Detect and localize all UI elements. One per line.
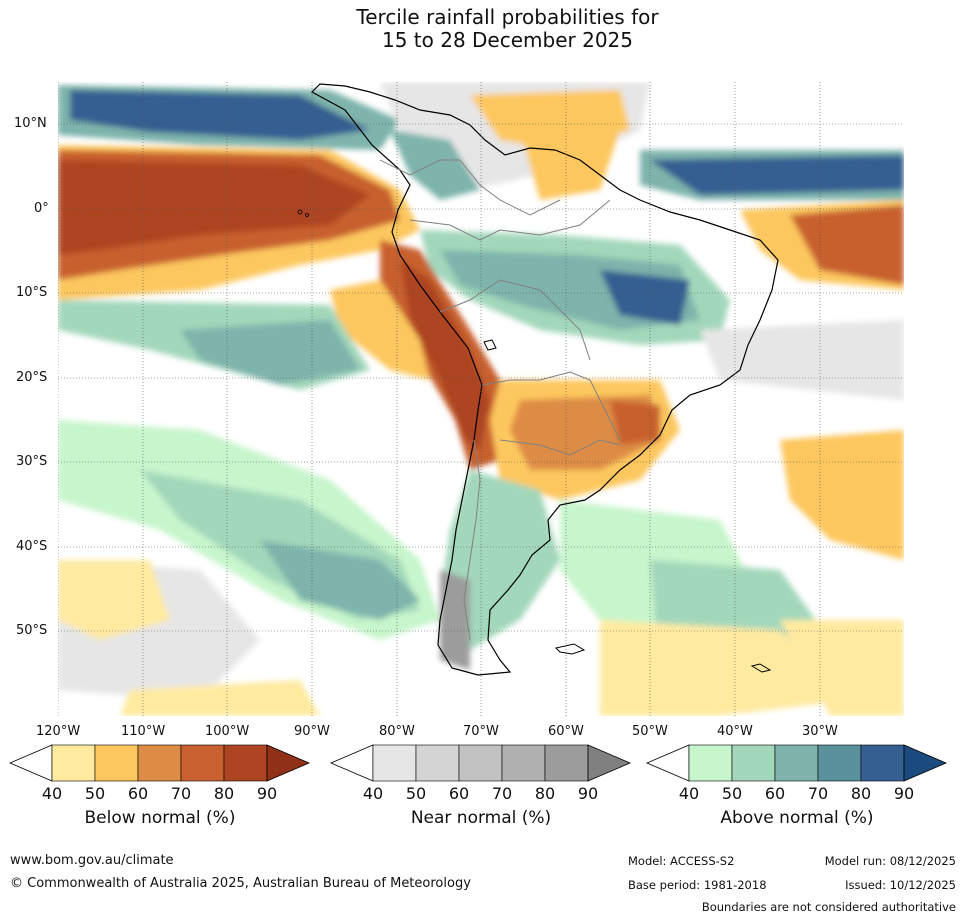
map-title: Tercile rainfall probabilities for 15 to… — [0, 6, 965, 52]
colorbar-above-segment — [774, 744, 819, 782]
colorbar-above-tick: 70 — [808, 784, 828, 803]
colorbar-above-segment — [860, 744, 905, 782]
colorbar-below-tick: 70 — [171, 784, 191, 803]
probability-field — [58, 82, 904, 716]
colorbar-title-above: Above normal (%) — [720, 808, 874, 828]
lon-label-60w: 60°W — [548, 724, 584, 739]
title-line-2: 15 to 28 December 2025 — [381, 28, 633, 52]
colorbar-near-segment — [501, 744, 546, 782]
colorbar-near-tick: 70 — [492, 784, 512, 803]
title-line-1: Tercile rainfall probabilities for — [356, 5, 659, 29]
colorbar-below-segment — [137, 744, 182, 782]
colorbar-above-tick: 60 — [765, 784, 785, 803]
lat-label-10s: 10°S — [16, 285, 48, 300]
footer-disclaimer: Boundaries are not considered authoritat… — [701, 900, 956, 914]
lat-label-0: 0° — [34, 201, 49, 216]
colorbar-near-tick: 80 — [535, 784, 555, 803]
colorbar-below-segment — [94, 744, 139, 782]
lat-label-40s: 40°S — [16, 539, 48, 554]
colorbar-below-tick: 60 — [128, 784, 148, 803]
colorbar-near-tick: 40 — [363, 784, 383, 803]
colorbar-near-segment — [458, 744, 503, 782]
lat-label-10n: 10°N — [14, 116, 47, 131]
colorbar-above-tick: 90 — [894, 784, 914, 803]
colorbar-above-tick: 80 — [851, 784, 871, 803]
colorbar-near-over — [587, 744, 632, 782]
lat-label-50s: 50°S — [16, 623, 48, 638]
colorbar-below-segment — [51, 744, 96, 782]
colorbar-below-tick: 90 — [257, 784, 277, 803]
colorbar-title-near: Near normal (%) — [410, 808, 552, 828]
footer-model-run: Model run: 08/12/2025 — [824, 854, 956, 868]
lon-label-100w: 100°W — [205, 724, 250, 739]
map-gridlines — [58, 82, 904, 716]
colorbar-above-under — [645, 744, 690, 782]
colorbar-near-tick: 50 — [406, 784, 426, 803]
lon-label-90w: 90°W — [294, 724, 330, 739]
colorbar-below-tick: 80 — [214, 784, 234, 803]
colorbar-below-segment — [180, 744, 225, 782]
colorbar-above-segment — [817, 744, 862, 782]
lon-label-110w: 110°W — [121, 724, 166, 739]
colorbar-above-tick: 50 — [722, 784, 742, 803]
colorbar-above-segment — [688, 744, 733, 782]
colorbar-near-under — [329, 744, 374, 782]
colorbar-above-tick: 40 — [679, 784, 699, 803]
colorbar-legends: 40 50 60 70 80 90 40 50 60 70 80 90 40 50 60 70 80 90 — [8, 744, 948, 803]
lat-label-20s: 20°S — [16, 370, 48, 385]
colorbar-below-tick: 50 — [85, 784, 105, 803]
lon-label-80w: 80°W — [379, 724, 415, 739]
colorbar-below: 40 50 60 70 80 90 — [8, 744, 311, 803]
colorbar-below-over — [266, 744, 311, 782]
footer-model: Model: ACCESS-S2 — [628, 854, 735, 868]
colorbar-below-segment — [223, 744, 268, 782]
footer-website: www.bom.gov.au/climate — [10, 853, 174, 868]
colorbar-title-below: Below normal (%) — [84, 808, 236, 828]
colorbar-near-tick: 60 — [449, 784, 469, 803]
lon-label-30w: 30°W — [802, 724, 838, 739]
colorbar-below-under — [8, 744, 53, 782]
lon-label-40w: 40°W — [717, 724, 753, 739]
colorbar-below-tick: 40 — [42, 784, 62, 803]
colorbar-above: 40 50 60 70 80 90 — [645, 744, 948, 803]
lon-label-50w: 50°W — [632, 724, 668, 739]
colorbar-above-segment — [731, 744, 776, 782]
lon-label-120w: 120°W — [36, 724, 81, 739]
footer-issued: Issued: 10/12/2025 — [845, 878, 956, 892]
south-america-coastline — [311, 83, 779, 676]
footer-copyright: © Commonwealth of Australia 2025, Austra… — [10, 876, 471, 891]
colorbar-near-segment — [544, 744, 589, 782]
footer-base-period: Base period: 1981-2018 — [628, 878, 767, 892]
lat-label-30s: 30°S — [16, 454, 48, 469]
colorbar-near: 40 50 60 70 80 90 — [329, 744, 632, 803]
country-boundaries — [379, 159, 621, 641]
colorbar-above-over — [903, 744, 948, 782]
colorbar-near-segment — [372, 744, 417, 782]
lon-label-70w: 70°W — [463, 724, 499, 739]
colorbar-near-tick: 90 — [578, 784, 598, 803]
colorbar-near-segment — [415, 744, 460, 782]
